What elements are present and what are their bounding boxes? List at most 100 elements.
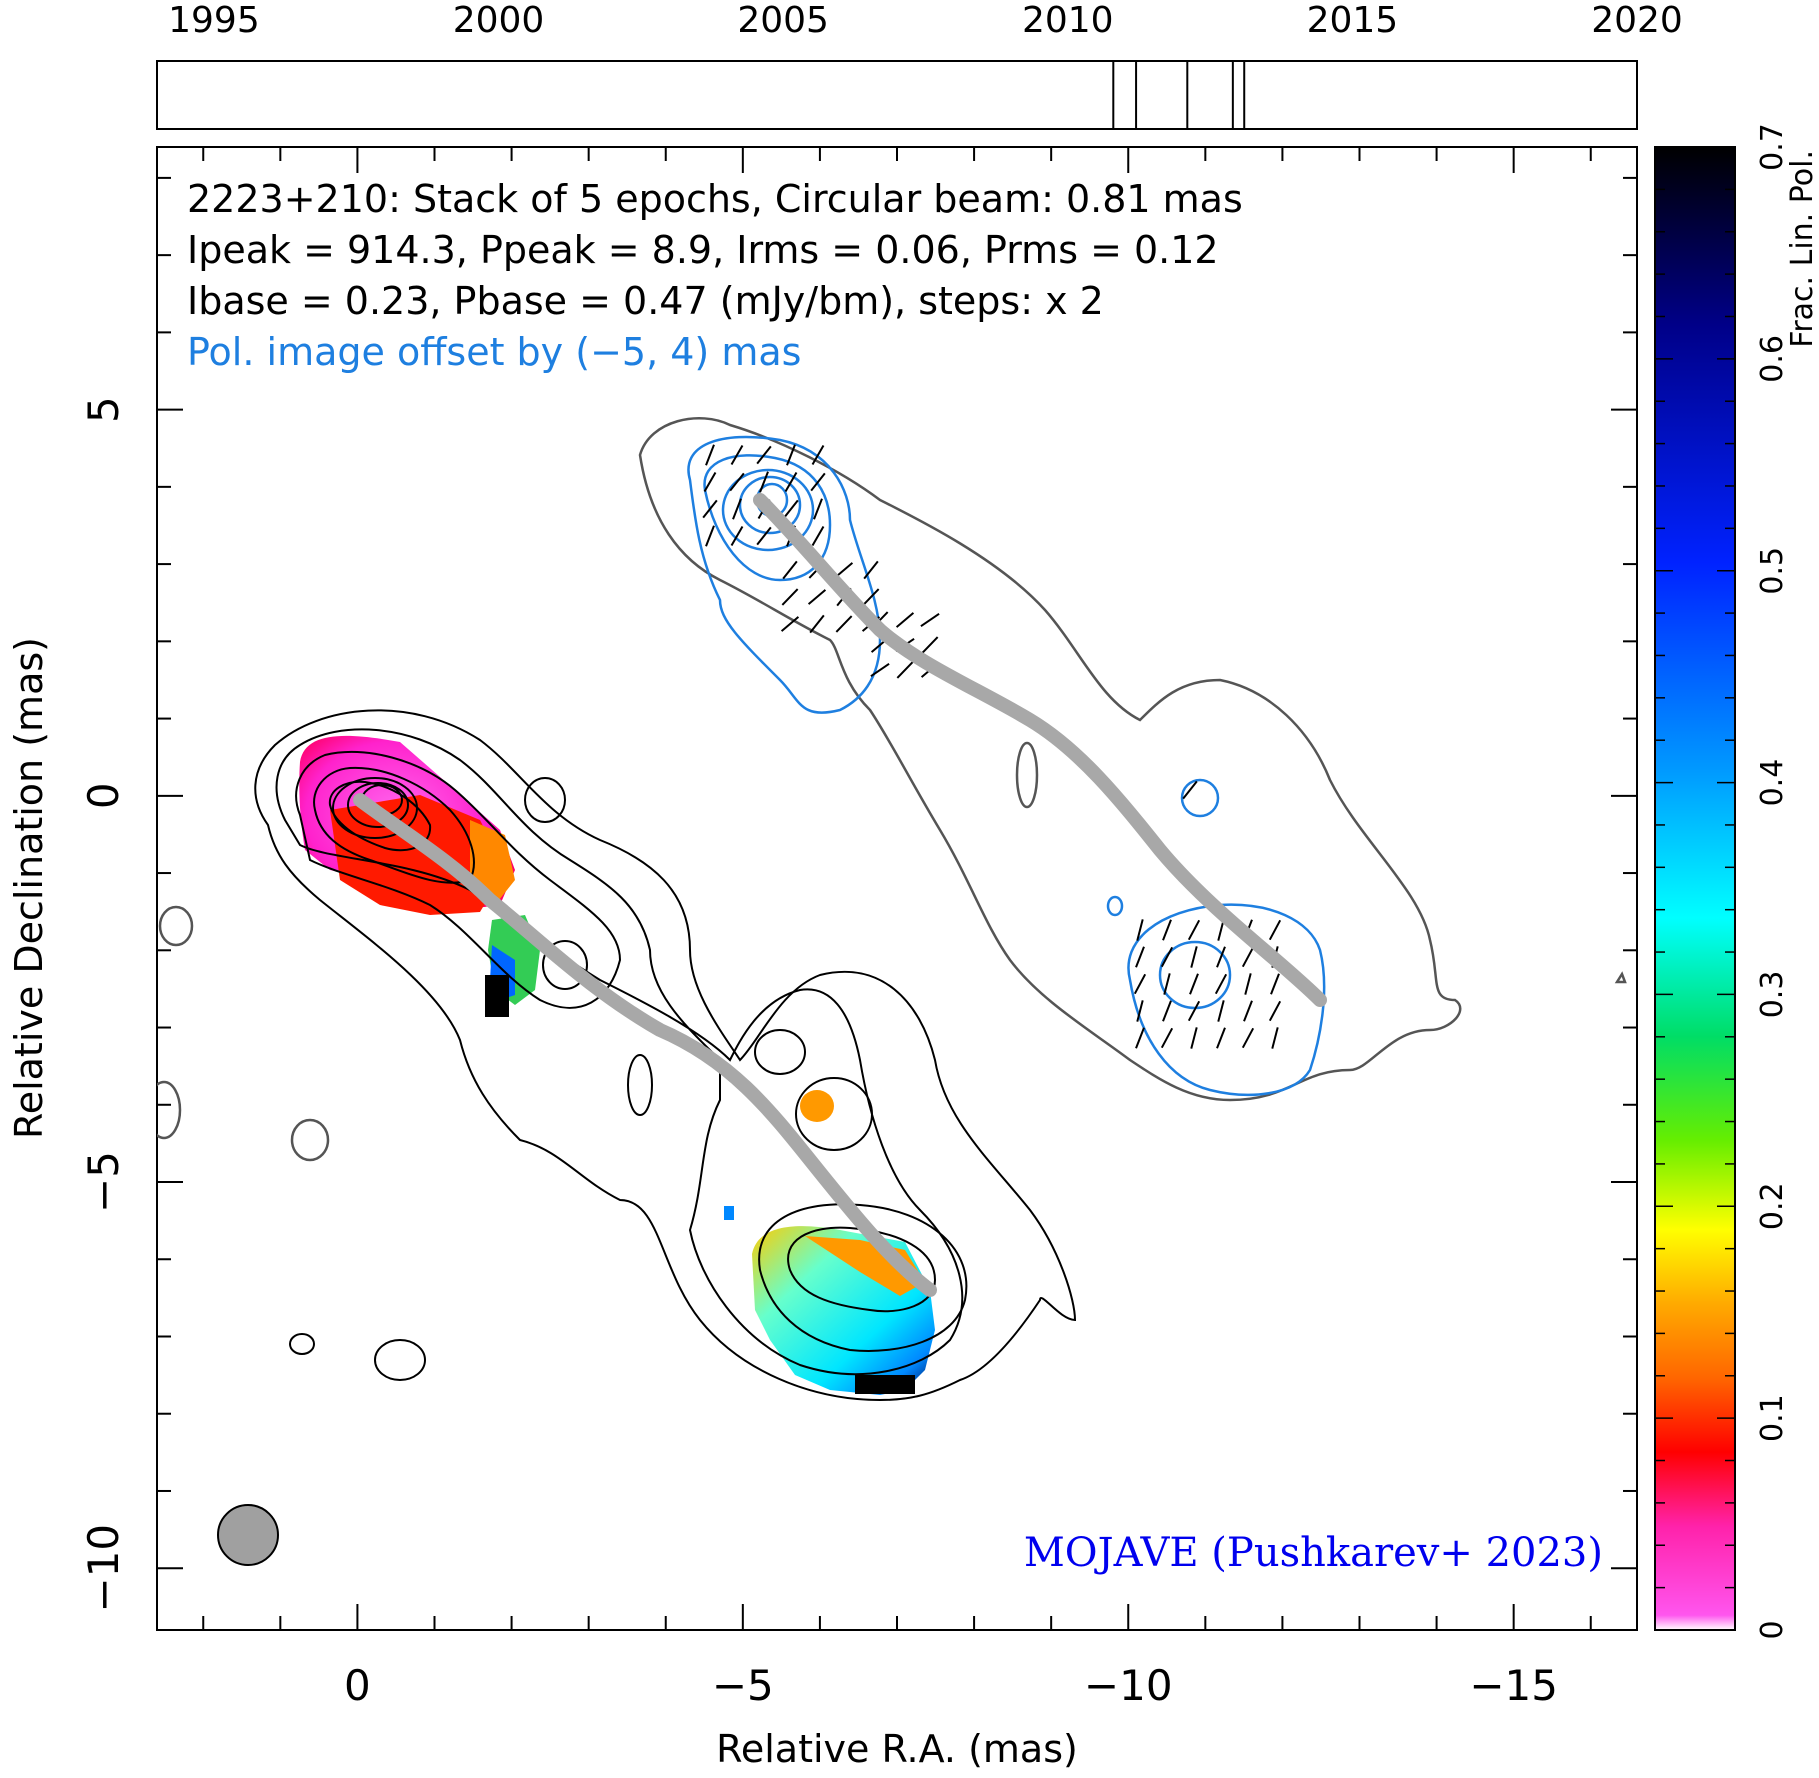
y-tick-label: 5 (79, 396, 128, 423)
x-axis-ticks: 0 −5 −10 −15 (202, 147, 1592, 1710)
y-tick-label: 0 (79, 782, 128, 809)
colorbar-ticks: 0 0.1 0.2 0.3 0.4 0.5 0.6 0.7 (1655, 123, 1790, 1640)
evpa-stick (783, 499, 799, 519)
evpa-stick (809, 614, 825, 634)
total-intensity-contours (254, 709, 1077, 1402)
evpa-stick (896, 661, 914, 679)
knot-orange-patch (800, 1090, 834, 1122)
timeline-epoch-marks (1112, 61, 1246, 129)
evpa-stick (862, 588, 880, 606)
pol-contour-south-outer (1127, 903, 1326, 1096)
timeline-year-label: 1995 (168, 0, 260, 41)
evpa-stick (810, 472, 826, 492)
y-tick-label: −10 (79, 1524, 128, 1613)
island-6 (289, 1333, 315, 1355)
inner-jet-black-patch (485, 975, 509, 1017)
evpa-stick (1268, 919, 1282, 941)
evpa-stick (1270, 973, 1280, 995)
contour-3 (295, 750, 622, 1009)
evpa-stick (1160, 946, 1174, 968)
evpa-stick (811, 525, 825, 547)
evpa-stick (1163, 973, 1171, 995)
evpa-stick (1187, 919, 1201, 941)
timeline-frame (156, 60, 1638, 130)
offset-note: Pol. image offset by (−5, 4) mas (187, 330, 801, 374)
epoch-timeline: 1995 2000 2005 2010 2015 2020 (156, 0, 1683, 130)
evpa-stick (813, 498, 823, 520)
colorbar-tick-label: 0.7 (1755, 123, 1790, 171)
colorbar-title: Frac. Lin. Pol. (1785, 150, 1819, 348)
timeline-year-label: 2005 (737, 0, 829, 41)
evpa-stick (1243, 1000, 1253, 1022)
evpa-stick (705, 444, 715, 466)
evpa-stick (1162, 919, 1172, 941)
evpa-stick (1190, 946, 1198, 968)
evpa-stick (756, 445, 772, 465)
contour-6 (332, 777, 418, 839)
evpa-stick (1136, 919, 1144, 941)
info-line-2: Ipeak = 914.3, Ppeak = 8.9, Irms = 0.06,… (187, 228, 1219, 272)
colorbar-tick-label: 0.2 (1755, 1182, 1790, 1230)
lowest-contour-island-5 (1614, 971, 1627, 984)
evpa-stick (1241, 946, 1255, 968)
evpa-stick (702, 499, 718, 519)
outer-jet-black-edge (855, 1375, 915, 1394)
evpa-stick (1244, 973, 1252, 995)
x-tick-label: 0 (344, 1661, 371, 1710)
island-4 (754, 1029, 806, 1075)
plot-area: 0 −5 −10 −15 5 0 −5 −10 2223+210: Stack of 5 e… (7, 146, 1638, 1771)
pol-contour-north-4 (738, 475, 802, 535)
timeline-year-label: 2000 (453, 0, 545, 41)
island-5 (374, 1339, 426, 1381)
pol-contour-north-3 (721, 468, 815, 552)
evpa-stick (1189, 973, 1199, 995)
evpa-stick (786, 444, 796, 466)
evpa-stick (703, 471, 717, 493)
evpa-stick (834, 562, 854, 578)
pol-contour-island-2 (1106, 895, 1124, 917)
evpa-stick (1135, 946, 1145, 968)
colorbar-tick-label: 0 (1755, 1620, 1790, 1639)
colorbar-gradient (1654, 146, 1736, 1631)
evpa-stick (921, 636, 939, 654)
island-2 (542, 940, 588, 990)
jet-ridge-line (353, 793, 937, 1297)
evpa-stick (781, 588, 799, 606)
evpa-stick (835, 615, 853, 633)
evpa-stick (1160, 1027, 1174, 1049)
evpa-stick (1271, 1027, 1279, 1049)
x-axis-title: Relative R.A. (mas) (716, 1727, 1078, 1771)
evpa-stick (807, 589, 827, 605)
colorbar-tick-label: 0.6 (1755, 335, 1790, 383)
contour-2 (275, 728, 964, 1376)
lowest-contour-island-3 (290, 1118, 330, 1162)
evpa-stick (759, 471, 769, 493)
evpa-stick (1217, 1000, 1225, 1022)
colorbar-tick-label: 0.3 (1755, 971, 1790, 1019)
knot-contour-3 (758, 1203, 968, 1352)
evpa-stick (863, 560, 879, 580)
beam-ellipse (217, 1504, 279, 1566)
lowest-contours (157, 417, 1627, 1162)
jet-ridge-line-north (753, 493, 1327, 1007)
lowest-contour-main (638, 417, 1462, 1102)
colorbar-tick-label: 0.4 (1755, 759, 1790, 807)
info-line-3: Ibase = 0.23, Pbase = 0.47 (mJy/bm), ste… (187, 279, 1104, 323)
pol-contour-island-1 (1180, 778, 1220, 818)
lowest-contour-island-2 (158, 905, 194, 947)
evpa-stick (784, 471, 798, 493)
lowest-contour-island-4 (157, 1080, 182, 1140)
evpa-stick (811, 444, 825, 466)
evpa-stick (895, 612, 915, 628)
pol-contour-north-2 (703, 454, 832, 582)
contour-7 (347, 782, 409, 828)
outer-contour (254, 709, 1077, 1402)
island-1 (524, 777, 566, 823)
evpa-stick (1136, 1000, 1144, 1022)
evpa-stick (1162, 1000, 1172, 1022)
evpa-stick (1214, 973, 1228, 995)
y-axis-ticks: 5 0 −5 −10 (79, 176, 1637, 1613)
timeline-tick-labels: 1995 2000 2005 2010 2015 2020 (168, 0, 1683, 41)
evpa-stick (730, 444, 744, 466)
